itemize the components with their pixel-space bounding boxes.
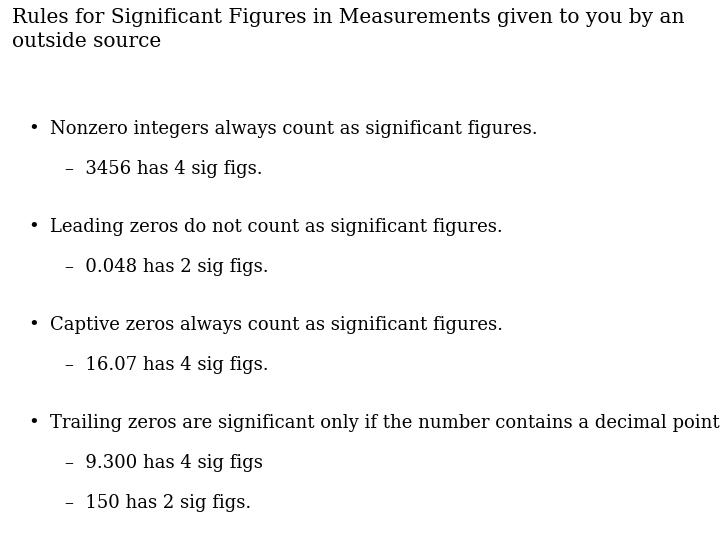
Text: •: • — [28, 120, 39, 138]
Text: –  3456 has 4 sig figs.: – 3456 has 4 sig figs. — [65, 160, 263, 178]
Text: •: • — [28, 218, 39, 236]
Text: Nonzero integers always count as significant figures.: Nonzero integers always count as signifi… — [50, 120, 538, 138]
Text: •: • — [28, 316, 39, 334]
Text: Trailing zeros are significant only if the number contains a decimal point.: Trailing zeros are significant only if t… — [50, 414, 720, 432]
Text: –  16.07 has 4 sig figs.: – 16.07 has 4 sig figs. — [65, 356, 269, 374]
Text: –  150 has 2 sig figs.: – 150 has 2 sig figs. — [65, 494, 251, 512]
Text: Leading zeros do not count as significant figures.: Leading zeros do not count as significan… — [50, 218, 503, 236]
Text: Captive zeros always count as significant figures.: Captive zeros always count as significan… — [50, 316, 503, 334]
Text: Rules for Significant Figures in Measurements given to you by an
outside source: Rules for Significant Figures in Measure… — [12, 8, 685, 51]
Text: –  0.048 has 2 sig figs.: – 0.048 has 2 sig figs. — [65, 258, 269, 276]
Text: •: • — [28, 414, 39, 432]
Text: –  9.300 has 4 sig figs: – 9.300 has 4 sig figs — [65, 454, 263, 472]
